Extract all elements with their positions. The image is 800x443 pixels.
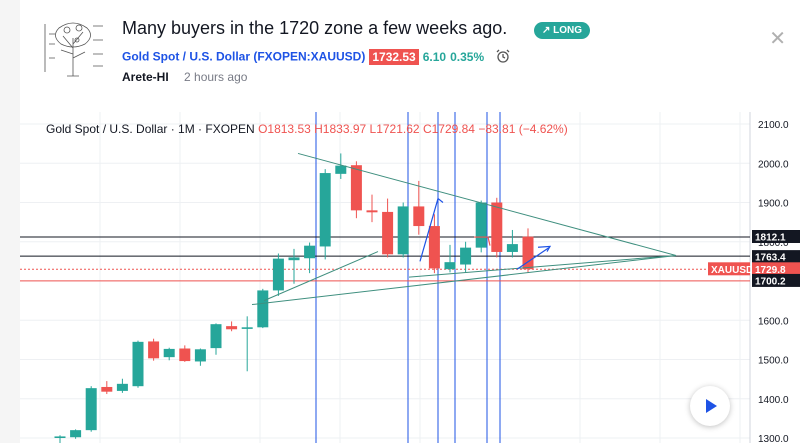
y-tick-label: 1300.0 <box>758 434 789 443</box>
legend-change: −83.81 (−4.62%) <box>478 122 568 136</box>
price-label: 1812.1 <box>755 233 786 244</box>
y-tick-label: 2100.0 <box>758 120 789 131</box>
candle-body <box>413 206 425 227</box>
price-label-bg <box>752 262 800 276</box>
candle-body <box>210 324 222 349</box>
author-thumbnail <box>44 22 103 77</box>
price-label-bg <box>752 230 800 244</box>
candle-body <box>241 327 253 329</box>
candle-body <box>194 349 206 362</box>
candle-body <box>70 430 82 438</box>
idea-card: ✕ Many buyers in the 1720 zone a few wee… <box>20 0 800 443</box>
trendline-upper <box>297 152 677 256</box>
last-price: 1732.53 <box>369 48 419 65</box>
y-tick-label: 1900.0 <box>758 199 789 210</box>
legend-low: L1721.62 <box>369 122 420 136</box>
chart-legend: Gold Spot / U.S. Dollar · 1M · FXOPEN O1… <box>46 122 568 136</box>
candle-body <box>382 211 394 255</box>
candle-body <box>319 173 331 247</box>
candle-body <box>288 257 300 261</box>
y-tick-label: 1800.0 <box>758 238 789 249</box>
candle-body <box>491 202 503 252</box>
price-label-bg <box>708 262 750 276</box>
arrow-up-right-icon: ↗ <box>542 25 551 36</box>
price-change-percent: 0.35% <box>450 49 485 64</box>
price-label: XAUUSD <box>711 265 753 276</box>
candle-body <box>179 348 191 362</box>
direction-label: LONG <box>553 25 583 36</box>
price-label-bg <box>752 250 800 264</box>
y-tick-label: 1400.0 <box>758 395 789 406</box>
play-icon <box>706 399 717 413</box>
projection-arrow <box>474 236 491 246</box>
projection-arrow <box>419 197 444 262</box>
candle-body <box>163 348 175 358</box>
candle-body <box>116 383 128 391</box>
chart-area[interactable]: 2100.02000.01900.01800.01700.01600.01500… <box>20 112 800 443</box>
price-label: 1763.4 <box>755 253 786 264</box>
arrow-head <box>537 245 552 252</box>
trendline-lower <box>251 254 677 306</box>
published-time: 2 hours ago <box>184 70 248 84</box>
candle-body <box>460 247 472 265</box>
play-button[interactable] <box>690 386 730 426</box>
price-label-bg <box>752 273 800 287</box>
price-label: 1700.2 <box>755 276 786 287</box>
close-icon[interactable]: ✕ <box>769 26 786 50</box>
candle-body <box>335 165 347 174</box>
symbol-row: Gold Spot / U.S. Dollar (FXOPEN:XAUUSD) 1… <box>122 48 511 67</box>
long-badge: ↗ LONG <box>534 22 591 39</box>
candle-body <box>272 258 284 291</box>
legend-high: H1833.97 <box>314 122 367 136</box>
candle-body <box>257 290 269 328</box>
candle-body <box>101 386 113 392</box>
candle-body <box>475 202 487 248</box>
candle-body <box>148 341 160 359</box>
projection-arrow <box>516 247 550 270</box>
price-change: 6.10 <box>422 49 447 64</box>
author-name[interactable]: Arete-HI <box>122 70 169 84</box>
candle-body <box>85 388 97 431</box>
trendline-base <box>408 254 677 278</box>
author-row: Arete-HI 2 hours ago <box>122 70 247 84</box>
y-tick-label: 1600.0 <box>758 316 789 327</box>
candle-body <box>522 236 534 270</box>
y-tick-label: 2000.0 <box>758 159 789 170</box>
legend-symbol: Gold Spot / U.S. Dollar · 1M · FXOPEN <box>46 122 255 136</box>
candle-body <box>444 262 456 270</box>
candle-body <box>54 436 66 438</box>
candle-body <box>506 244 518 252</box>
price-label: 1729.8 <box>755 265 786 276</box>
candle-body <box>428 226 440 269</box>
alarm-clock-icon[interactable] <box>495 48 511 67</box>
candle-body <box>226 326 238 330</box>
candle-body <box>304 245 316 259</box>
y-tick-label: 1500.0 <box>758 356 789 367</box>
trendline-inner <box>263 251 379 302</box>
legend-close: C1729.84 <box>422 122 475 136</box>
idea-title[interactable]: Many buyers in the 1720 zone a few weeks… <box>122 18 508 38</box>
candle-body <box>366 210 378 213</box>
candle-body <box>132 341 144 387</box>
candle-body <box>350 165 362 211</box>
symbol-link[interactable]: Gold Spot / U.S. Dollar (FXOPEN:XAUUSD) <box>122 49 366 64</box>
price-chart[interactable]: 2100.02000.01900.01800.01700.01600.01500… <box>20 112 800 443</box>
candle-body <box>397 206 409 255</box>
legend-open: O1813.53 <box>258 122 311 136</box>
